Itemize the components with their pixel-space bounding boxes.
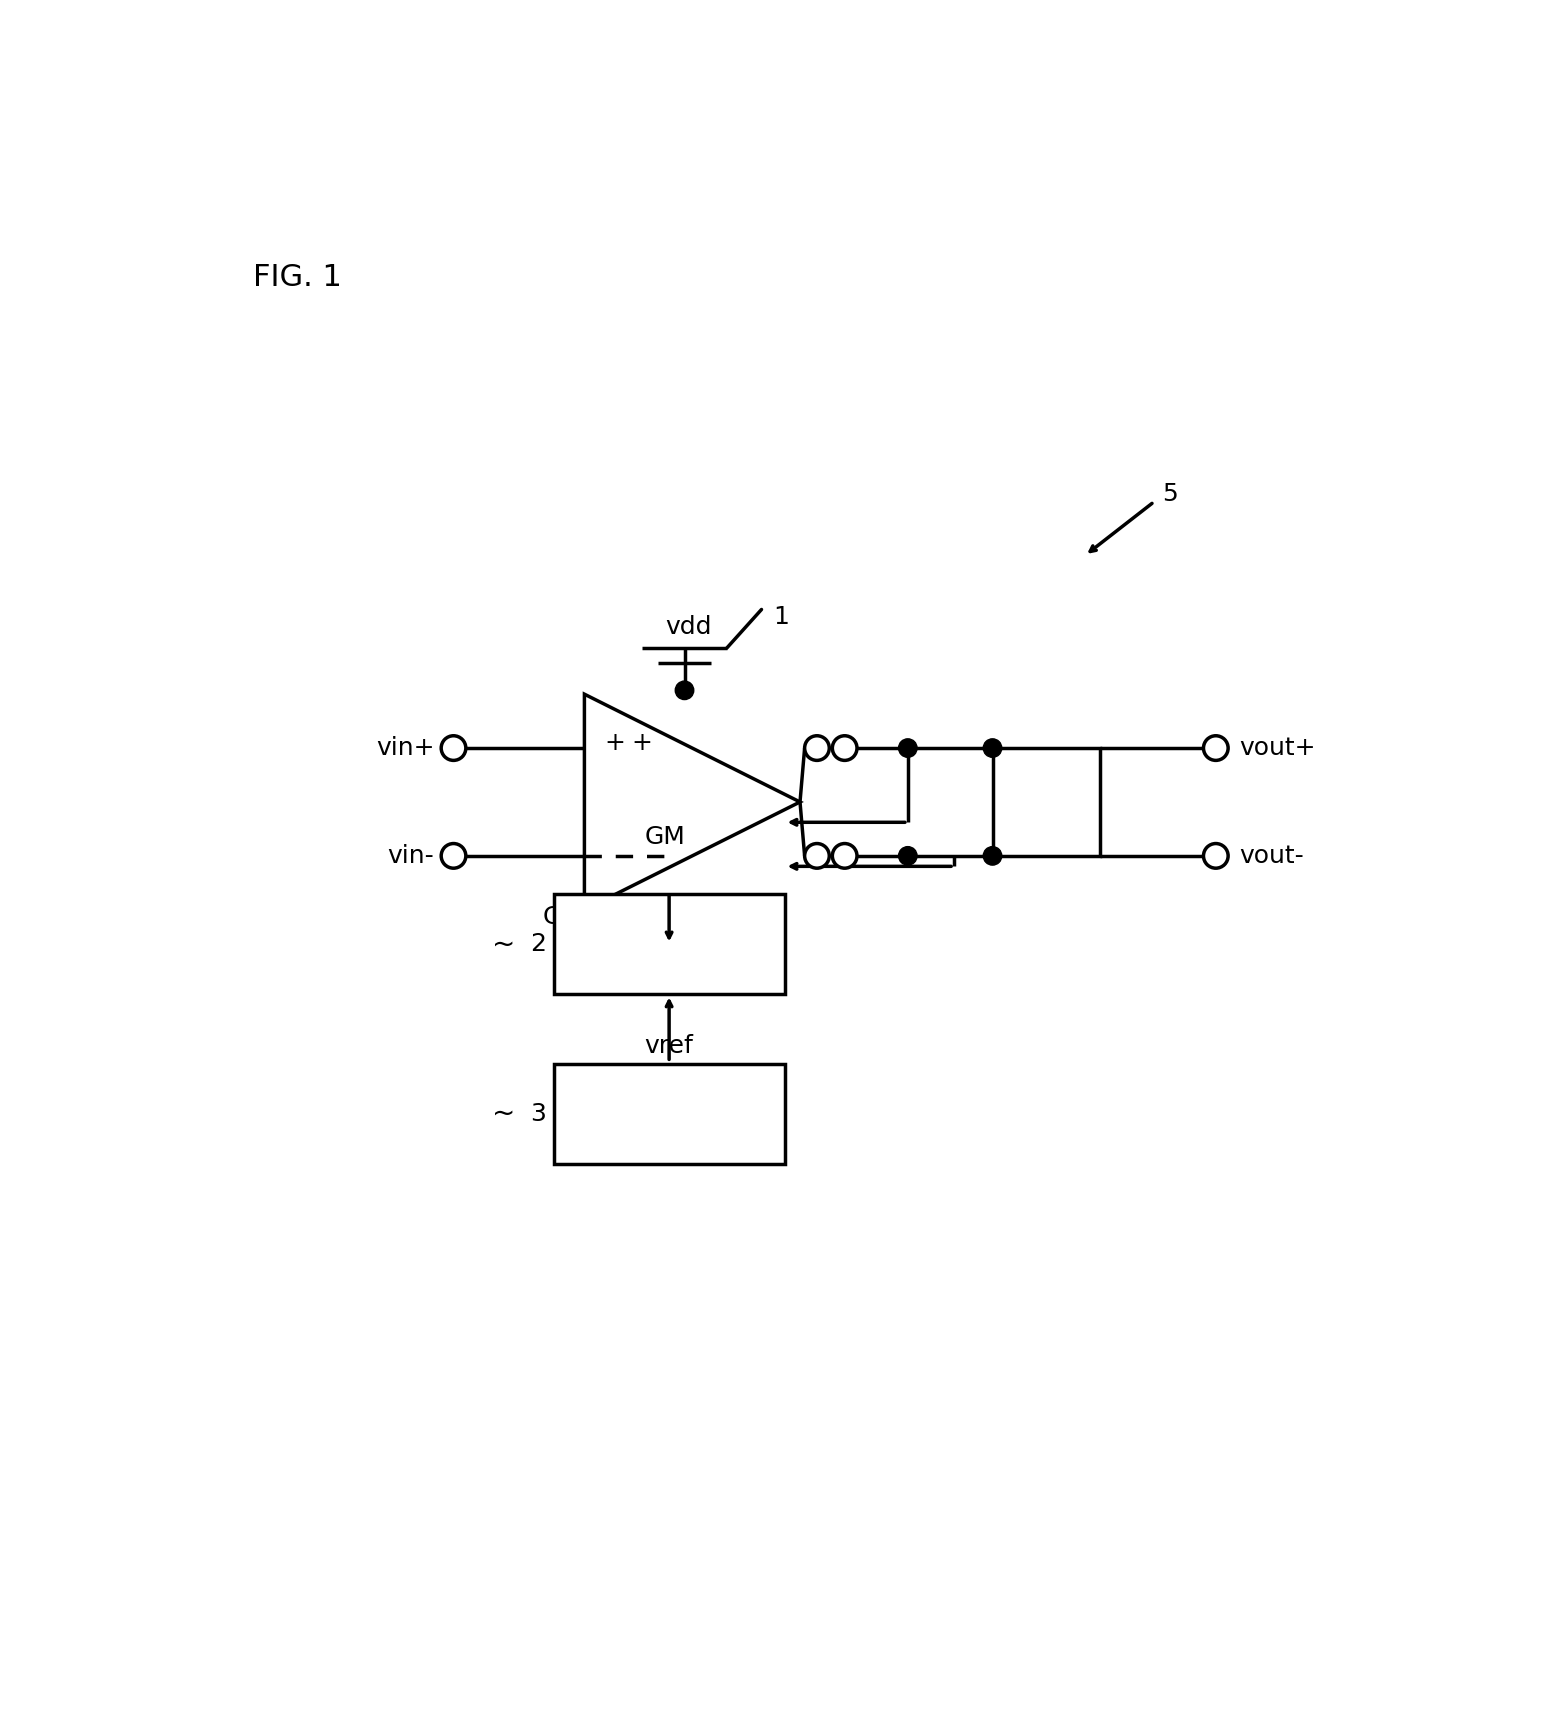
Text: vout-: vout- bbox=[1239, 844, 1304, 868]
Circle shape bbox=[804, 736, 829, 760]
Text: CMFB: CMFB bbox=[633, 932, 704, 956]
Text: GM: GM bbox=[644, 825, 685, 849]
Text: ~: ~ bbox=[491, 1099, 515, 1129]
Circle shape bbox=[1203, 844, 1228, 868]
Text: vref: vref bbox=[644, 1034, 693, 1058]
Circle shape bbox=[1203, 736, 1228, 760]
Text: vin-: vin- bbox=[388, 844, 435, 868]
Text: 1: 1 bbox=[773, 605, 788, 629]
Circle shape bbox=[832, 736, 857, 760]
Circle shape bbox=[832, 844, 857, 868]
Circle shape bbox=[984, 846, 1003, 865]
Circle shape bbox=[441, 844, 466, 868]
Bar bbox=[993, 748, 1101, 856]
Text: +: + bbox=[605, 731, 626, 755]
Text: FIG. 1: FIG. 1 bbox=[253, 264, 343, 291]
Text: +: + bbox=[632, 731, 652, 755]
Text: vdd: vdd bbox=[665, 615, 712, 639]
Text: 5: 5 bbox=[1162, 482, 1178, 507]
Text: ~: ~ bbox=[491, 930, 515, 958]
Text: 3: 3 bbox=[530, 1101, 546, 1125]
Text: ZL: ZL bbox=[1031, 789, 1062, 813]
Circle shape bbox=[984, 739, 1003, 758]
Text: vout+: vout+ bbox=[1239, 736, 1315, 760]
Circle shape bbox=[441, 736, 466, 760]
Text: 2: 2 bbox=[530, 932, 546, 956]
Circle shape bbox=[804, 844, 829, 868]
Circle shape bbox=[899, 739, 917, 758]
Bar bbox=[554, 1063, 785, 1163]
Text: vin+: vin+ bbox=[375, 736, 435, 760]
Text: GND: GND bbox=[543, 906, 601, 929]
Bar bbox=[554, 894, 785, 994]
Text: vs: vs bbox=[655, 1101, 683, 1125]
Circle shape bbox=[899, 846, 917, 865]
Circle shape bbox=[676, 681, 694, 700]
